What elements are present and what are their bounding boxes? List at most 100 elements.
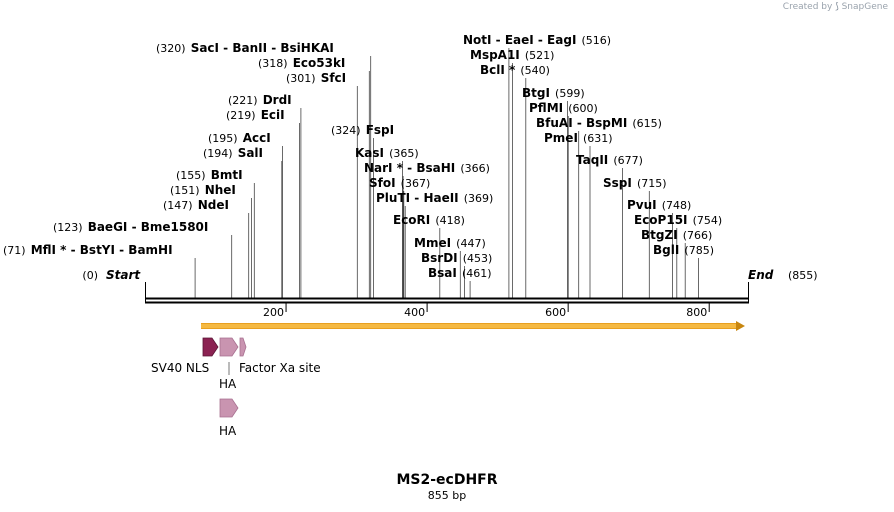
- tick-label: 400: [404, 306, 425, 319]
- site-label-631[interactable]: PmeI (631): [544, 127, 613, 146]
- site-enzymes: BaeGI - Bme1580I: [88, 220, 209, 234]
- ha-label-1: HA: [219, 377, 237, 391]
- site-pos: (521): [525, 49, 555, 62]
- site-enzymes: EcoP15I: [634, 213, 688, 227]
- site-enzymes: MmeI: [414, 236, 451, 250]
- site-pos: (516): [582, 34, 612, 47]
- site-pos: (540): [520, 64, 550, 77]
- site-label-123[interactable]: (123) BaeGI - Bme1580I: [53, 216, 208, 235]
- site-enzymes: BclI *: [480, 63, 516, 77]
- site-enzymes: Eco53kI: [293, 56, 346, 70]
- orf-arrow: [201, 321, 745, 331]
- site-enzymes: NheI: [205, 183, 236, 197]
- start-pos: (0): [82, 269, 98, 282]
- site-label-521[interactable]: MspA1I (521): [470, 44, 554, 63]
- site-enzymes: AccI: [243, 131, 271, 145]
- site-pos: (447): [456, 237, 486, 250]
- site-pos: (461): [462, 267, 492, 280]
- orf-arrowhead: [736, 321, 745, 331]
- site-pos: (324): [331, 124, 361, 137]
- site-enzymes: SacI - BanII - BsiHKAI: [191, 41, 334, 55]
- site-label-366[interactable]: NarI * - BsaHI (366): [364, 157, 490, 176]
- site-enzymes: SfcI: [321, 71, 346, 85]
- site-enzymes: KasI: [355, 146, 384, 160]
- site-label-151[interactable]: (151) NheI: [170, 179, 236, 198]
- site-label-195[interactable]: (195) AccI: [208, 127, 271, 146]
- tick-label: 600: [545, 306, 566, 319]
- site-pos: (631): [583, 132, 613, 145]
- site-enzymes: BsaI: [428, 266, 457, 280]
- site-enzymes: PluTI - HaeII: [376, 191, 459, 205]
- site-pos: (615): [632, 117, 662, 130]
- site-pos: (766): [683, 229, 713, 242]
- site-label-221[interactable]: (221) DrdI: [228, 89, 292, 108]
- site-pos: (748): [662, 199, 692, 212]
- site-enzymes: FspI: [366, 123, 394, 137]
- site-pos: (366): [460, 162, 490, 175]
- site-label-219[interactable]: (219) EciI: [226, 104, 285, 123]
- site-enzymes: EcoRI: [393, 213, 430, 227]
- site-pos: (71): [3, 244, 26, 257]
- site-pos: (369): [464, 192, 494, 205]
- sv40-nls-feature: [202, 337, 219, 357]
- site-enzymes: SspI: [603, 176, 632, 190]
- site-labels: (71) MflI * - BstYI - BamHI (123) BaeGI -…: [3, 29, 722, 281]
- site-pos: (320): [156, 42, 186, 55]
- site-label-785[interactable]: BglI (785): [653, 239, 714, 258]
- site-label-516[interactable]: NotI - EaeI - EagI (516): [463, 29, 611, 48]
- site-label-599[interactable]: BtgI (599): [522, 82, 585, 101]
- site-enzymes: BmtI: [211, 168, 243, 182]
- site-label-194[interactable]: (194) SalI: [203, 142, 263, 161]
- site-label-600[interactable]: PflMI (600): [529, 97, 598, 116]
- site-pos: (123): [53, 221, 83, 234]
- site-label-453[interactable]: BsrDI (453): [421, 247, 492, 266]
- site-label-748[interactable]: PvuI (748): [627, 194, 691, 213]
- site-label-147[interactable]: (147) NdeI: [163, 194, 229, 213]
- site-label-365[interactable]: KasI (365): [355, 142, 419, 161]
- site-label-766[interactable]: BtgZI (766): [641, 224, 712, 243]
- credit-prefix: Created by: [782, 2, 833, 12]
- site-enzymes: NotI - EaeI - EagI: [463, 33, 576, 47]
- site-pos: (418): [435, 214, 465, 227]
- site-label-418[interactable]: EcoRI (418): [393, 209, 465, 228]
- site-pos: (785): [684, 244, 714, 257]
- site-pos: (195): [208, 132, 238, 145]
- site-label-155[interactable]: (155) BmtI: [176, 164, 243, 183]
- site-label-715[interactable]: SspI (715): [603, 172, 667, 191]
- site-pos: (221): [228, 94, 258, 107]
- site-enzymes: EciI: [261, 108, 285, 122]
- sequence-backbone: [145, 282, 749, 304]
- site-enzymes: BsrDI: [421, 251, 458, 265]
- sv40-nls-label: SV40 NLS: [151, 361, 209, 375]
- site-enzymes: SalI: [238, 146, 263, 160]
- site-pos: (219): [226, 109, 256, 122]
- site-label-447[interactable]: MmeI (447): [414, 232, 486, 251]
- site-enzymes: SfoI: [369, 176, 396, 190]
- site-enzymes: MspA1I: [470, 48, 520, 62]
- site-label-677[interactable]: TaqII (677): [576, 149, 643, 168]
- site-pos: (600): [568, 102, 598, 115]
- end-label: End: [748, 268, 774, 282]
- site-label-540[interactable]: BclI * (540): [480, 59, 550, 78]
- site-label-461[interactable]: BsaI (461): [428, 262, 492, 281]
- tick-label: 200: [263, 306, 284, 319]
- snapgene-logo-icon: ⟆: [835, 2, 839, 12]
- site-enzymes: NarI * - BsaHI: [364, 161, 455, 175]
- credit-brand: SnapGene: [841, 2, 888, 12]
- site-label-367[interactable]: SfoI (367): [369, 172, 430, 191]
- orf-fill: [201, 324, 738, 328]
- site-label-615[interactable]: BfuAI - BspMI (615): [536, 112, 662, 131]
- site-label-324[interactable]: (324) FspI: [331, 119, 394, 138]
- site-enzymes: PmeI: [544, 131, 578, 145]
- site-label-318[interactable]: (318) Eco53kI: [258, 52, 345, 71]
- site-label-301[interactable]: (301) SfcI: [286, 67, 346, 86]
- site-pos: (754): [693, 214, 723, 227]
- site-label-754[interactable]: EcoP15I (754): [634, 209, 722, 228]
- tick-label: 800: [686, 306, 707, 319]
- site-label-71[interactable]: (71) MflI * - BstYI - BamHI: [3, 239, 173, 258]
- site-label-369[interactable]: PluTI - HaeII (369): [376, 187, 493, 206]
- site-label-320[interactable]: (320) SacI - BanII - BsiHKAI: [156, 37, 334, 56]
- end-pos: (855): [788, 269, 818, 282]
- site-pos: (151): [170, 184, 200, 197]
- ha-label-2: HA: [219, 424, 237, 438]
